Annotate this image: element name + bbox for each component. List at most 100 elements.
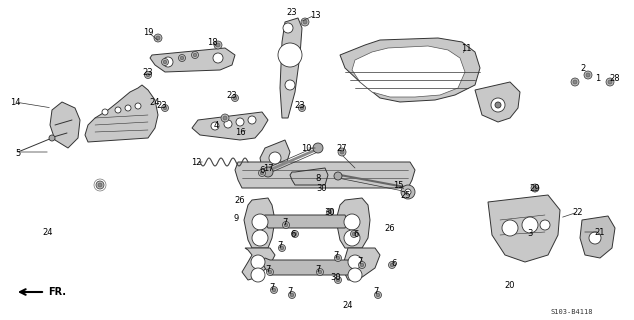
Text: 7: 7	[265, 266, 271, 275]
Text: 16: 16	[235, 127, 245, 137]
Polygon shape	[235, 162, 415, 188]
Text: 23: 23	[295, 100, 306, 109]
Ellipse shape	[214, 41, 222, 49]
Ellipse shape	[233, 96, 236, 100]
Ellipse shape	[280, 246, 284, 250]
Ellipse shape	[98, 183, 102, 187]
Ellipse shape	[163, 60, 167, 64]
Ellipse shape	[404, 186, 412, 194]
Ellipse shape	[533, 186, 537, 190]
Ellipse shape	[252, 230, 268, 246]
Ellipse shape	[336, 256, 340, 260]
Ellipse shape	[288, 292, 295, 299]
Polygon shape	[50, 102, 80, 148]
Ellipse shape	[259, 170, 266, 177]
Text: 3: 3	[527, 228, 533, 237]
Text: 23: 23	[227, 91, 237, 100]
Ellipse shape	[313, 143, 323, 153]
Ellipse shape	[231, 94, 238, 101]
Ellipse shape	[272, 288, 276, 292]
Text: 7: 7	[358, 258, 363, 267]
Text: 23: 23	[287, 7, 297, 17]
Ellipse shape	[125, 105, 131, 111]
Ellipse shape	[213, 53, 223, 63]
Polygon shape	[262, 215, 348, 228]
Ellipse shape	[606, 78, 614, 86]
Ellipse shape	[224, 120, 232, 128]
Ellipse shape	[340, 150, 344, 154]
Text: 12: 12	[191, 157, 201, 166]
Ellipse shape	[252, 214, 268, 230]
Ellipse shape	[145, 71, 152, 78]
Text: 23: 23	[157, 100, 167, 109]
Polygon shape	[192, 112, 268, 140]
Text: 18: 18	[207, 37, 217, 46]
Text: S103-B4118: S103-B4118	[551, 309, 593, 315]
Polygon shape	[280, 18, 302, 118]
Ellipse shape	[389, 261, 396, 268]
Polygon shape	[150, 48, 235, 72]
Ellipse shape	[278, 43, 302, 67]
Ellipse shape	[283, 23, 293, 33]
Ellipse shape	[49, 135, 55, 141]
Text: 7: 7	[269, 284, 275, 292]
Ellipse shape	[236, 118, 244, 126]
Text: 7: 7	[315, 266, 321, 275]
Ellipse shape	[502, 220, 518, 236]
Polygon shape	[488, 195, 560, 262]
Ellipse shape	[522, 217, 538, 233]
Ellipse shape	[491, 98, 505, 112]
Ellipse shape	[351, 230, 358, 237]
Ellipse shape	[584, 71, 592, 79]
Ellipse shape	[573, 80, 577, 84]
Ellipse shape	[301, 106, 304, 110]
Ellipse shape	[335, 276, 342, 284]
Polygon shape	[336, 198, 370, 248]
Text: 26: 26	[235, 196, 245, 204]
Ellipse shape	[162, 105, 169, 111]
Text: 26: 26	[385, 223, 396, 233]
Polygon shape	[352, 46, 465, 97]
Text: 7: 7	[282, 218, 288, 227]
Ellipse shape	[376, 293, 380, 297]
Text: 1: 1	[595, 74, 600, 83]
Text: 4: 4	[214, 121, 219, 130]
Ellipse shape	[334, 172, 342, 180]
Ellipse shape	[531, 184, 539, 192]
Ellipse shape	[336, 278, 340, 282]
Ellipse shape	[211, 122, 219, 130]
Text: 19: 19	[143, 28, 153, 36]
Ellipse shape	[327, 209, 333, 215]
Ellipse shape	[375, 292, 382, 299]
Text: 21: 21	[595, 228, 605, 236]
Ellipse shape	[154, 34, 162, 42]
Ellipse shape	[223, 116, 227, 120]
Text: 5: 5	[15, 148, 21, 157]
Text: 2: 2	[580, 63, 586, 73]
Text: 6: 6	[391, 259, 397, 268]
Text: 13: 13	[309, 11, 320, 20]
Ellipse shape	[193, 53, 197, 57]
Polygon shape	[580, 216, 615, 258]
Ellipse shape	[292, 230, 299, 237]
Text: 24: 24	[150, 98, 160, 107]
Text: 11: 11	[461, 44, 471, 52]
Text: 7: 7	[373, 287, 378, 297]
Ellipse shape	[260, 171, 264, 175]
Ellipse shape	[348, 268, 362, 282]
Ellipse shape	[146, 73, 150, 77]
Ellipse shape	[285, 80, 295, 90]
Polygon shape	[290, 168, 328, 185]
Text: 15: 15	[392, 180, 403, 189]
Ellipse shape	[495, 102, 501, 108]
Ellipse shape	[269, 152, 281, 164]
Polygon shape	[260, 140, 290, 175]
Text: 6: 6	[259, 165, 264, 174]
Ellipse shape	[251, 268, 265, 282]
Ellipse shape	[294, 232, 297, 236]
Ellipse shape	[266, 268, 273, 276]
Ellipse shape	[571, 78, 579, 86]
Ellipse shape	[216, 43, 220, 47]
Ellipse shape	[102, 109, 108, 115]
Text: 29: 29	[530, 183, 540, 193]
